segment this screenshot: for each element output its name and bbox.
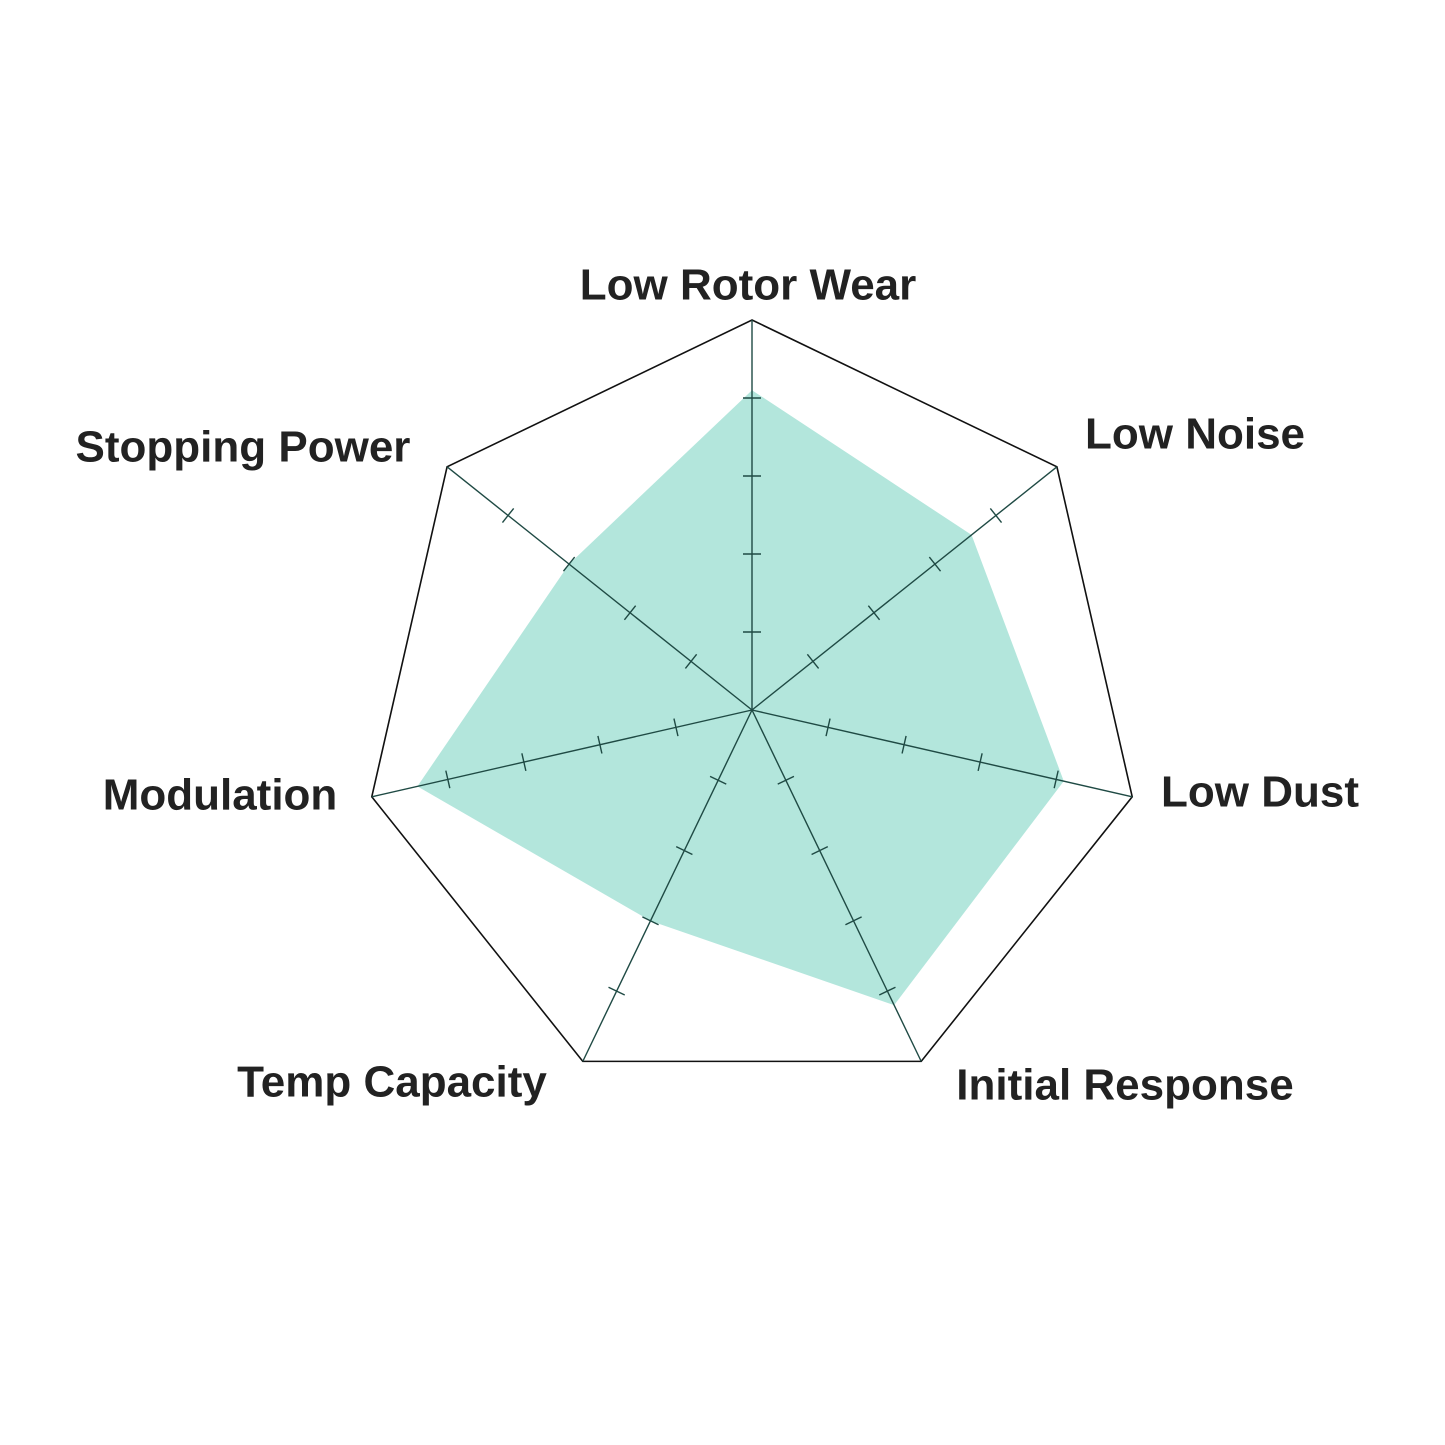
axis-label: Modulation [103, 771, 338, 820]
tick-mark [623, 605, 637, 621]
axis-line [751, 709, 922, 1062]
tick-mark [597, 735, 603, 754]
axis-label: Temp Capacity [237, 1058, 547, 1107]
tick-mark [521, 753, 527, 772]
tick-mark [642, 916, 659, 926]
tick-mark [878, 986, 896, 996]
tick-mark [777, 775, 795, 785]
tick-mark [675, 846, 693, 856]
axis-label: Low Rotor Wear [580, 261, 917, 310]
axis-line [751, 466, 1058, 711]
tick-mark [977, 753, 983, 772]
tick-mark [673, 718, 679, 737]
tick-mark [445, 770, 451, 789]
outer-frame [370, 319, 1134, 1063]
tick-mark [709, 775, 727, 785]
tick-mark [901, 735, 907, 754]
axis-label: Low Dust [1161, 768, 1359, 817]
tick-mark [562, 556, 576, 572]
tick-mark [989, 507, 1003, 523]
tick-mark [684, 653, 698, 669]
tick-mark [928, 556, 942, 572]
tick-mark [501, 507, 515, 523]
axis-label: Initial Response [956, 1061, 1293, 1110]
tick-mark [867, 605, 881, 621]
tick-mark [608, 986, 626, 996]
data-area [417, 390, 1064, 1006]
tick-mark [811, 846, 829, 856]
tick-mark [845, 916, 862, 926]
axis-line [751, 709, 1133, 798]
tick-mark [806, 653, 820, 669]
axis-label: Stopping Power [76, 423, 411, 472]
axis-line [582, 709, 753, 1062]
tick-mark [1053, 770, 1059, 789]
axis-label: Low Noise [1085, 410, 1305, 459]
axis-line [446, 466, 753, 711]
axis-line [371, 709, 753, 798]
tick-mark [825, 718, 831, 737]
